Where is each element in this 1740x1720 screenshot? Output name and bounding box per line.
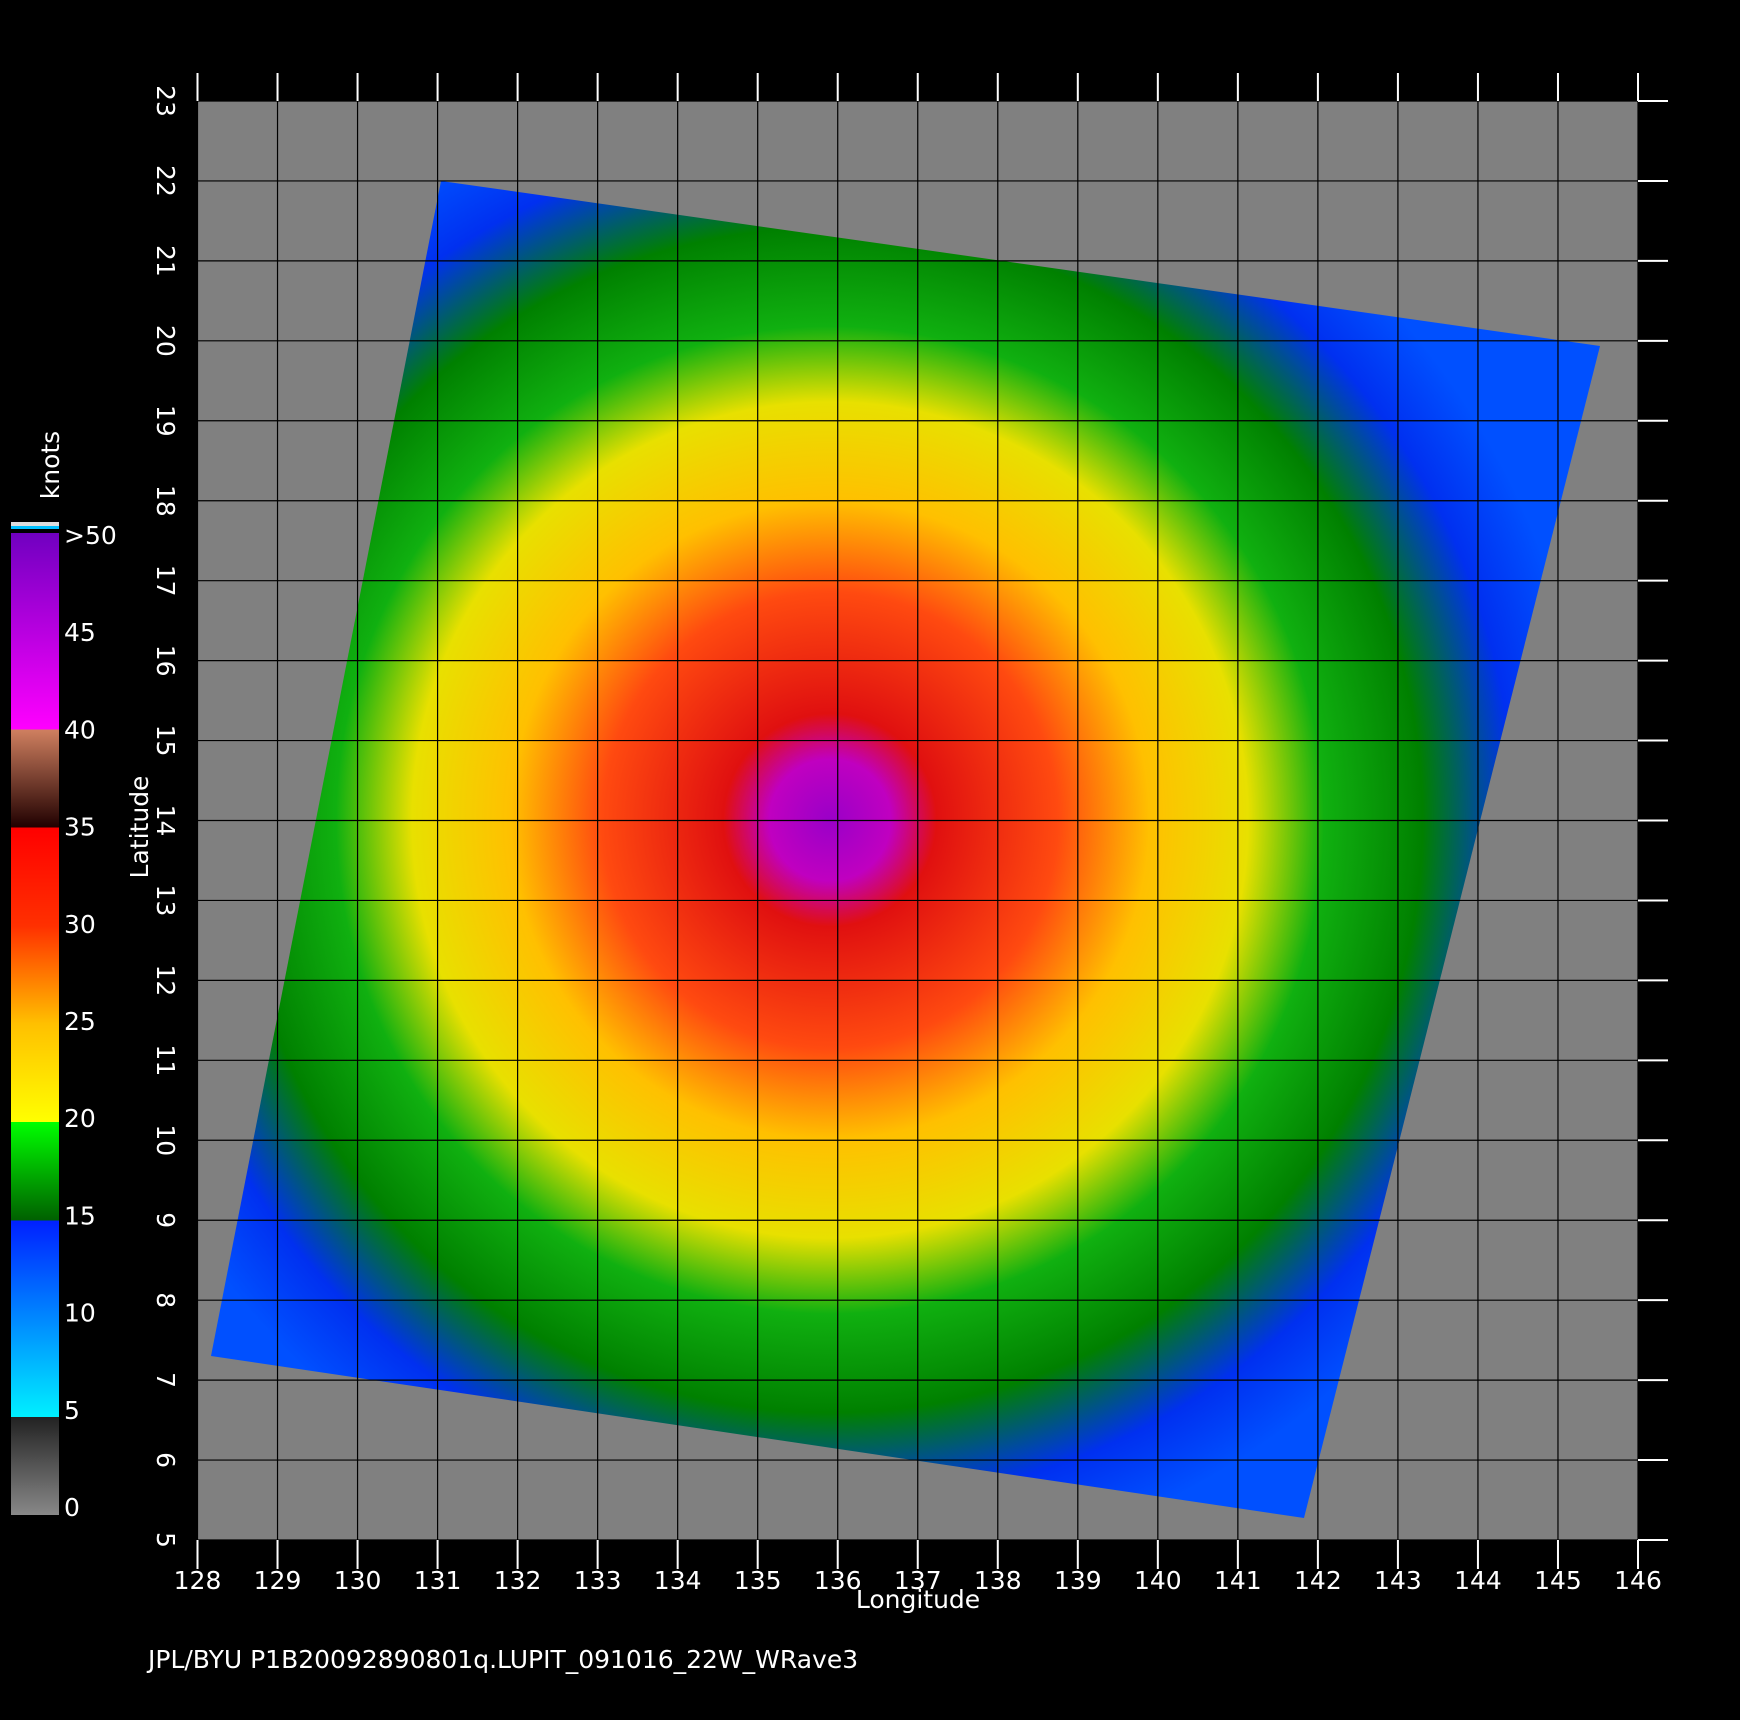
x-tick-label: 143 bbox=[1374, 1566, 1422, 1595]
x-tick-label: 141 bbox=[1214, 1566, 1262, 1595]
y-axis-label: Latitude bbox=[125, 776, 154, 879]
colorbar-tick-label: 20 bbox=[64, 1104, 96, 1133]
x-tick-label: 136 bbox=[814, 1566, 862, 1595]
y-tick-label: 10 bbox=[151, 1124, 180, 1156]
colorbar-cap bbox=[11, 526, 59, 529]
y-tick-label: 9 bbox=[151, 1212, 180, 1228]
y-tick-label: 22 bbox=[151, 165, 180, 197]
x-tick-label: 133 bbox=[574, 1566, 622, 1595]
colorbar-tick-label: 45 bbox=[64, 618, 96, 647]
colorbar-tick-label: 0 bbox=[64, 1493, 80, 1522]
colorbar-tick-label: 10 bbox=[64, 1299, 96, 1328]
colorbar-tick-label: 5 bbox=[64, 1396, 80, 1425]
y-tick-label: 23 bbox=[151, 85, 180, 117]
y-tick-label: 14 bbox=[151, 805, 180, 837]
x-tick-label: 138 bbox=[974, 1566, 1022, 1595]
y-tick-label: 21 bbox=[151, 245, 180, 277]
y-tick-label: 12 bbox=[151, 964, 180, 996]
y-tick-label: 17 bbox=[151, 565, 180, 597]
y-tick-label: 18 bbox=[151, 485, 180, 517]
x-tick-label: 134 bbox=[654, 1566, 702, 1595]
colorbar-tick-label: 15 bbox=[64, 1201, 96, 1230]
y-tick-label: 19 bbox=[151, 405, 180, 437]
colorbar-label: knots bbox=[36, 431, 65, 499]
y-tick-label: 11 bbox=[151, 1044, 180, 1076]
x-tick-label: 146 bbox=[1614, 1566, 1662, 1595]
y-tick-label: 15 bbox=[151, 725, 180, 757]
x-axis-label: Longitude bbox=[856, 1585, 980, 1614]
y-tick-label: 20 bbox=[151, 325, 180, 357]
x-tick-label: 129 bbox=[254, 1566, 302, 1595]
x-tick-label: 142 bbox=[1294, 1566, 1342, 1595]
colorbar-tick-label: 35 bbox=[64, 813, 96, 842]
x-tick-label: 131 bbox=[414, 1566, 462, 1595]
colorbar-cap bbox=[11, 522, 59, 526]
x-tick-label: 128 bbox=[174, 1566, 222, 1595]
x-tick-label: 135 bbox=[734, 1566, 782, 1595]
x-tick-label: 144 bbox=[1454, 1566, 1502, 1595]
x-tick-label: 132 bbox=[494, 1566, 542, 1595]
wind-swath bbox=[211, 181, 1600, 1518]
colorbar-tick-label: 30 bbox=[64, 910, 96, 939]
y-tick-label: 5 bbox=[151, 1532, 180, 1548]
x-tick-label: 139 bbox=[1054, 1566, 1102, 1595]
y-tick-label: 6 bbox=[151, 1452, 180, 1468]
x-tick-label: 137 bbox=[894, 1566, 942, 1595]
colorbar-tick-label: 40 bbox=[64, 715, 96, 744]
y-tick-label: 7 bbox=[151, 1372, 180, 1388]
colorbar-tick-label: 25 bbox=[64, 1007, 96, 1036]
y-tick-label: 13 bbox=[151, 885, 180, 917]
colorbar bbox=[11, 533, 59, 1515]
footer: JPL/BYU P1B20092890801q.LUPIT_091016_22W… bbox=[146, 1645, 858, 1674]
y-tick-label: 8 bbox=[151, 1292, 180, 1308]
x-tick-label: 130 bbox=[334, 1566, 382, 1595]
colorbar-tick-label: >50 bbox=[64, 521, 117, 550]
x-tick-label: 145 bbox=[1534, 1566, 1582, 1595]
y-tick-label: 16 bbox=[151, 645, 180, 677]
x-tick-label: 140 bbox=[1134, 1566, 1182, 1595]
